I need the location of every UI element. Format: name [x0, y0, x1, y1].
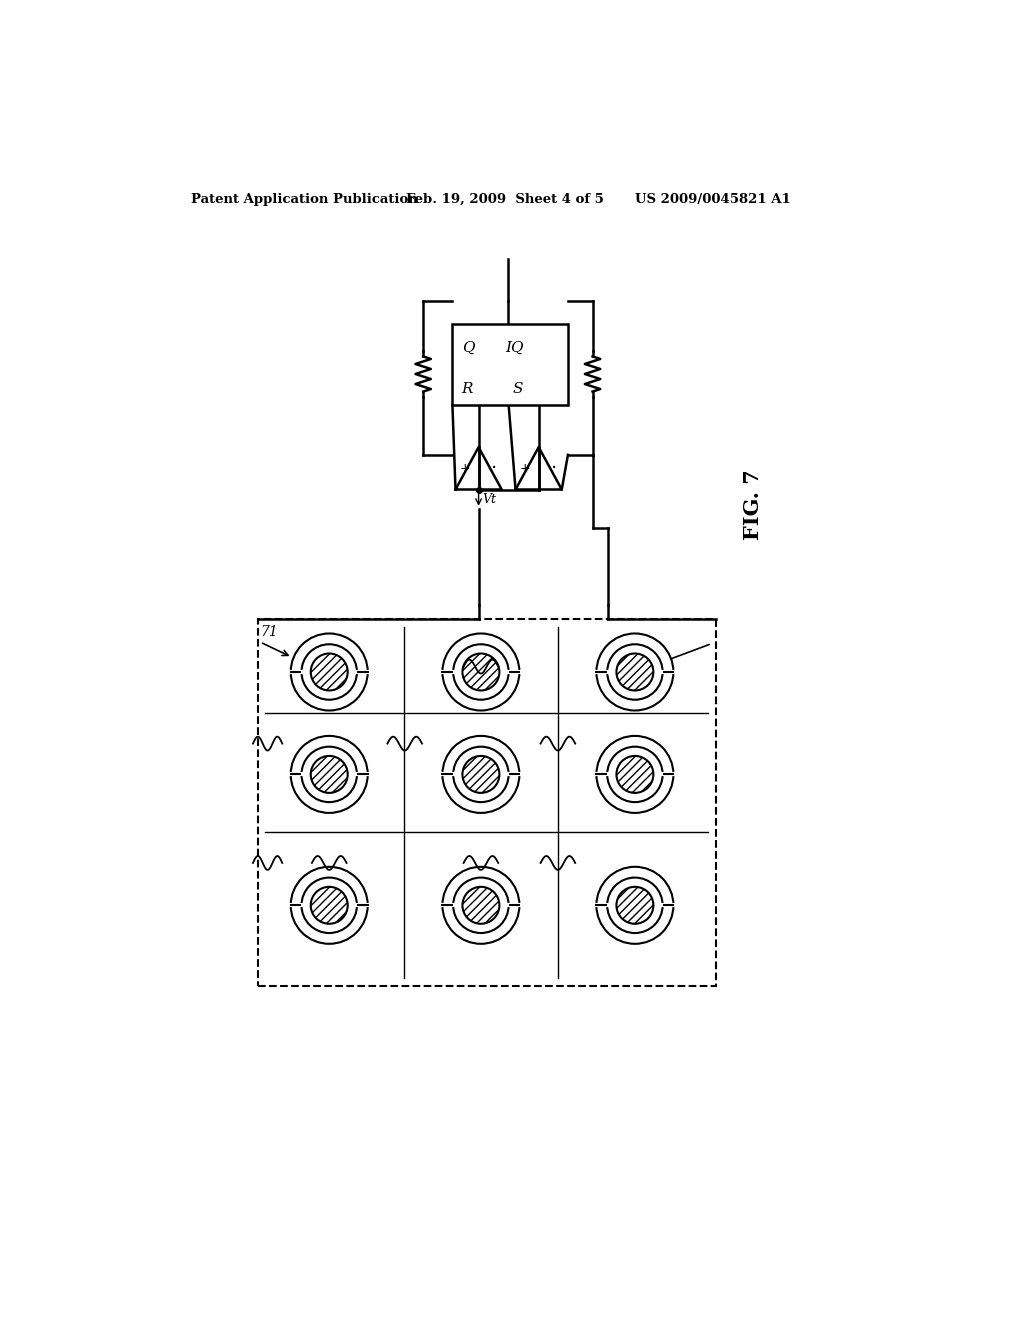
- Circle shape: [616, 887, 653, 924]
- Text: ·: ·: [490, 459, 497, 478]
- Text: +: +: [519, 462, 530, 475]
- Circle shape: [607, 644, 663, 700]
- Text: US 2009/0045821 A1: US 2009/0045821 A1: [635, 193, 791, 206]
- Text: R: R: [462, 381, 473, 396]
- Circle shape: [616, 653, 653, 690]
- Circle shape: [596, 737, 674, 813]
- Circle shape: [310, 756, 348, 793]
- Circle shape: [291, 737, 368, 813]
- Circle shape: [442, 867, 519, 944]
- Bar: [453, 323, 568, 405]
- Circle shape: [301, 644, 357, 700]
- Circle shape: [454, 747, 509, 803]
- Text: Q: Q: [462, 341, 474, 355]
- Circle shape: [301, 747, 357, 803]
- Text: FIG. 7: FIG. 7: [742, 470, 763, 540]
- Circle shape: [442, 634, 519, 710]
- Circle shape: [442, 737, 519, 813]
- Circle shape: [310, 887, 348, 924]
- Circle shape: [596, 634, 674, 710]
- Circle shape: [310, 653, 348, 690]
- Circle shape: [291, 634, 368, 710]
- Circle shape: [454, 644, 509, 700]
- Circle shape: [463, 887, 500, 924]
- Text: Feb. 19, 2009  Sheet 4 of 5: Feb. 19, 2009 Sheet 4 of 5: [407, 193, 604, 206]
- Circle shape: [463, 756, 500, 793]
- Text: +: +: [460, 462, 470, 475]
- Text: 71: 71: [260, 624, 278, 639]
- Circle shape: [454, 878, 509, 933]
- Text: Patent Application Publication: Patent Application Publication: [190, 193, 418, 206]
- Text: S: S: [512, 381, 523, 396]
- Circle shape: [596, 867, 674, 944]
- Circle shape: [463, 653, 500, 690]
- Circle shape: [291, 867, 368, 944]
- Circle shape: [607, 878, 663, 933]
- Bar: [258, 619, 716, 986]
- Circle shape: [616, 756, 653, 793]
- Text: Vt: Vt: [482, 492, 497, 506]
- Circle shape: [607, 747, 663, 803]
- Text: IQ: IQ: [505, 341, 523, 355]
- Text: ·: ·: [551, 459, 557, 478]
- Circle shape: [301, 878, 357, 933]
